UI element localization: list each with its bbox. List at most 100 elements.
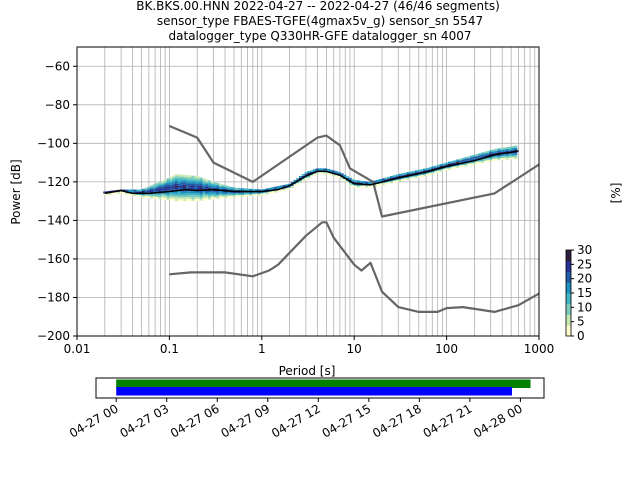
density-cell <box>202 196 206 199</box>
density-cell <box>183 184 187 187</box>
density-cell <box>367 181 372 184</box>
density-cell <box>177 182 181 184</box>
density-cell <box>221 190 226 193</box>
density-cell <box>310 173 314 176</box>
timeline-tick-label: 04-27 15 <box>320 401 374 440</box>
density-cell <box>315 172 319 175</box>
density-cell <box>174 187 179 190</box>
x-axis-label: Period [s] <box>279 364 336 378</box>
density-cell <box>177 178 181 181</box>
density-cell <box>158 197 162 200</box>
density-cell <box>417 169 421 172</box>
density-cell <box>191 193 195 196</box>
density-cell <box>246 192 250 195</box>
density-cell <box>340 173 344 176</box>
density-cell <box>470 161 474 164</box>
density-cell <box>296 181 300 183</box>
density-cell <box>428 167 432 170</box>
density-cell <box>213 187 217 190</box>
density-cell <box>208 186 212 189</box>
density-cell <box>141 188 146 191</box>
density-cell <box>354 183 358 186</box>
density-cell <box>431 172 435 175</box>
density-cell <box>219 183 223 186</box>
density-cell <box>185 179 190 182</box>
density-cell <box>196 180 201 183</box>
density-cell <box>166 188 170 191</box>
density-cell <box>472 154 476 157</box>
density-cell <box>478 161 482 164</box>
density-cell <box>183 195 187 198</box>
density-cell <box>412 172 416 175</box>
density-cell <box>205 190 209 193</box>
density-cell <box>508 155 512 158</box>
density-cell <box>150 187 154 190</box>
density-cell <box>172 191 176 194</box>
density-cell <box>514 155 518 158</box>
density-cell <box>470 159 474 162</box>
density-cell <box>279 189 283 192</box>
density-cell <box>150 194 154 197</box>
timeline-tick-label: 04-28 00 <box>471 401 525 440</box>
density-cell <box>514 153 518 156</box>
density-cell <box>257 193 261 196</box>
density-cell <box>227 186 231 189</box>
y-tick-label: −120 <box>37 175 70 189</box>
density-cell <box>191 185 195 188</box>
density-cell <box>458 163 463 166</box>
density-cell <box>436 168 441 171</box>
density-cell <box>172 185 176 188</box>
density-cell <box>169 186 173 189</box>
density-cell <box>483 151 488 154</box>
density-cell <box>483 155 488 158</box>
density-cell <box>304 177 308 180</box>
title-line-2: sensor_type FBAES-TGFE(4gmax5v_g) sensor… <box>157 14 483 28</box>
density-cell <box>434 165 438 168</box>
density-cell <box>174 193 179 196</box>
density-cell <box>174 191 179 194</box>
density-cell <box>481 160 485 163</box>
density-cell <box>326 168 330 171</box>
density-cell <box>158 193 162 196</box>
density-cell <box>205 183 209 186</box>
density-cell <box>503 147 507 150</box>
density-cell <box>274 186 278 189</box>
density-cell <box>373 180 377 183</box>
density-cell <box>150 189 154 191</box>
x-tick-label: 0.01 <box>64 342 91 356</box>
density-cell <box>224 185 228 188</box>
density-cell <box>188 199 192 202</box>
density-cell <box>442 163 446 166</box>
density-cell <box>276 189 281 192</box>
density-cell <box>188 197 192 200</box>
density-cell <box>216 192 220 195</box>
density-cell <box>401 173 405 176</box>
density-cell <box>105 191 110 194</box>
density-cell <box>180 176 184 179</box>
density-cell <box>213 182 217 185</box>
density-cell <box>299 175 303 178</box>
density-cell <box>213 191 217 194</box>
density-cell <box>458 165 463 168</box>
density-cell <box>213 193 217 196</box>
density-cell <box>461 165 465 167</box>
high-noise-model-line <box>168 124 540 218</box>
density-cell <box>119 191 123 194</box>
density-cell <box>158 182 162 184</box>
density-cell <box>301 179 305 182</box>
density-cell <box>136 189 140 192</box>
density-cell <box>387 178 391 181</box>
density-cell <box>163 197 168 200</box>
density-cell <box>172 198 176 201</box>
density-cell <box>199 198 203 201</box>
density-cell <box>447 165 452 168</box>
density-cell <box>191 177 195 180</box>
density-cell <box>213 189 217 192</box>
density-cell <box>257 191 261 194</box>
density-cell <box>450 161 454 164</box>
density-cell <box>467 156 471 159</box>
y-axis-label: Power [dB] <box>9 159 23 224</box>
density-cell <box>318 168 322 171</box>
density-cell <box>464 159 468 161</box>
